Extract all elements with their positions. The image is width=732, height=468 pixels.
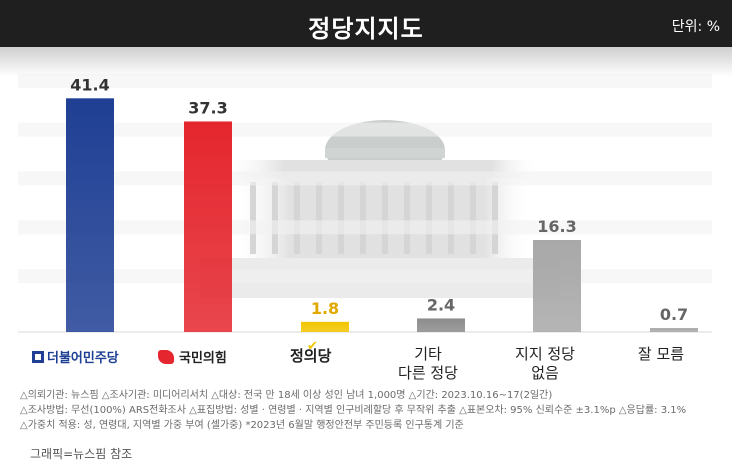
bar-4: [417, 318, 465, 332]
grid-band: [18, 122, 712, 137]
value-label-1: 41.4: [70, 75, 109, 94]
notes-line-2: △조사방법: 무선(100%) ARS전화조사 △표집방법: 성별 · 연령별 …: [20, 405, 687, 416]
ppp-logo: 국민의힘: [158, 347, 227, 366]
grid-band: [18, 269, 712, 284]
democratic-logo-text: 더불어민주당: [47, 351, 119, 366]
value-label-4: 2.4: [427, 295, 455, 314]
bar-6: [650, 328, 698, 332]
justice-logo-text: 정의당: [290, 347, 332, 365]
value-label-3: 1.8: [311, 299, 339, 318]
value-label-2: 37.3: [188, 98, 227, 117]
ppp-icon: [158, 350, 174, 364]
category-label-no-party: 지지 정당 없음: [485, 345, 605, 383]
bar-3: [301, 321, 349, 332]
header-shadow: [0, 47, 732, 77]
survey-notes: △의뢰기관: 뉴스핌 △조사기관: 미디어리서치 △대상: 전국 만 18세 이…: [20, 388, 720, 433]
ppp-logo-text: 국민의힘: [179, 351, 227, 366]
check-icon: ✔: [307, 339, 318, 354]
category-label-others: 기타 다른 정당: [368, 345, 488, 383]
value-label-6: 0.7: [660, 305, 688, 324]
no-party-line2: 없음: [531, 364, 559, 382]
bar-1: [66, 98, 114, 332]
dont-know-line: 잘 모름: [637, 345, 685, 363]
grid-band: [18, 73, 712, 88]
bar-5: [533, 239, 581, 332]
notes-line-3: △가중치 적용: 성, 연령대, 지역별 가중 부여 (셀가중) *2023년 …: [20, 420, 464, 431]
category-label-dont-know: 잘 모름: [601, 345, 721, 364]
democratic-party-logo: 더불어민주당: [32, 347, 119, 366]
unit-label: 단위: %: [671, 19, 720, 35]
grid-band: [18, 171, 712, 186]
bar-2: [184, 121, 232, 332]
no-party-line1: 지지 정당: [515, 345, 575, 363]
bar-chart: 41.4 37.3 1.8 2.4 16.3 0.7: [18, 73, 712, 333]
democratic-icon: [32, 351, 44, 363]
others-line2: 다른 정당: [398, 364, 458, 382]
chart-title: 정당지지도: [308, 15, 424, 43]
bars: [66, 98, 698, 332]
value-labels: 41.4 37.3 1.8 2.4 16.3 0.7: [70, 75, 688, 324]
others-line1: 기타: [414, 345, 442, 363]
value-label-5: 16.3: [537, 217, 576, 236]
chart-header: 정당지지도 단위: %: [0, 0, 732, 47]
grid-band: [18, 220, 712, 235]
graphic-credit: 그래픽=뉴스핌 참조: [30, 447, 133, 461]
justice-party-logo: 정의당 ✔: [290, 339, 332, 366]
notes-line-1: △의뢰기관: 뉴스핌 △조사기관: 미디어리서치 △대상: 전국 만 18세 이…: [20, 390, 553, 401]
